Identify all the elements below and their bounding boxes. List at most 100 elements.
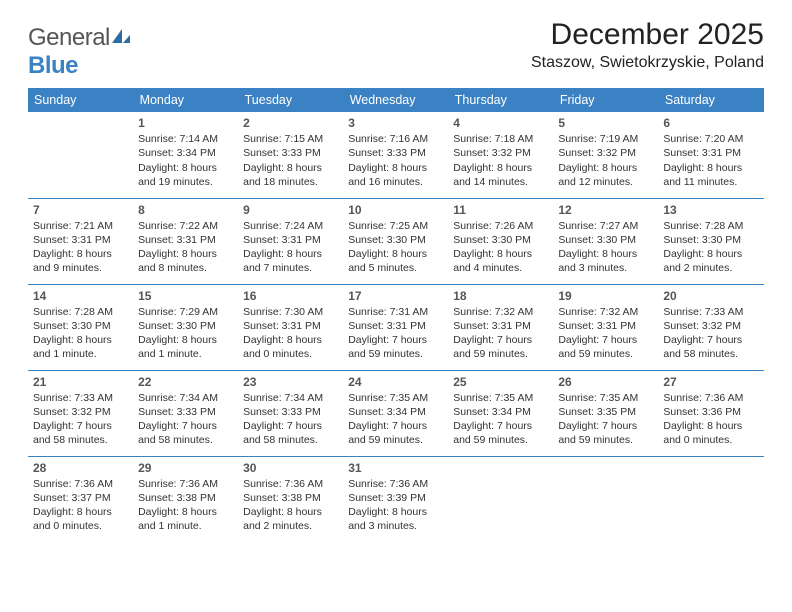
dl2-text: and 1 minute. — [138, 347, 233, 361]
sunrise-text: Sunrise: 7:27 AM — [558, 219, 653, 233]
day-cell: 20Sunrise: 7:33 AMSunset: 3:32 PMDayligh… — [658, 284, 763, 370]
day-cell: 14Sunrise: 7:28 AMSunset: 3:30 PMDayligh… — [28, 284, 133, 370]
dl1-text: Daylight: 7 hours — [558, 333, 653, 347]
day-number: 5 — [558, 115, 653, 131]
sunset-text: Sunset: 3:31 PM — [138, 233, 233, 247]
dl1-text: Daylight: 7 hours — [348, 419, 443, 433]
day-number: 10 — [348, 202, 443, 218]
day-number: 27 — [663, 374, 758, 390]
day-number: 17 — [348, 288, 443, 304]
sunrise-text: Sunrise: 7:28 AM — [663, 219, 758, 233]
dl1-text: Daylight: 7 hours — [243, 419, 338, 433]
day-number: 12 — [558, 202, 653, 218]
dl2-text: and 58 minutes. — [243, 433, 338, 447]
day-number: 11 — [453, 202, 548, 218]
day-cell: 19Sunrise: 7:32 AMSunset: 3:31 PMDayligh… — [553, 284, 658, 370]
dl2-text: and 14 minutes. — [453, 175, 548, 189]
col-mon: Monday — [133, 88, 238, 112]
sunset-text: Sunset: 3:33 PM — [348, 146, 443, 160]
dl1-text: Daylight: 8 hours — [243, 161, 338, 175]
day-number: 29 — [138, 460, 233, 476]
dl2-text: and 0 minutes. — [663, 433, 758, 447]
dl1-text: Daylight: 8 hours — [558, 161, 653, 175]
sunset-text: Sunset: 3:34 PM — [348, 405, 443, 419]
day-number: 18 — [453, 288, 548, 304]
day-cell: 23Sunrise: 7:34 AMSunset: 3:33 PMDayligh… — [238, 370, 343, 456]
logo-word-1: General — [28, 24, 110, 51]
header: General Blue December 2025 Staszow, Swie… — [28, 18, 764, 80]
sunset-text: Sunset: 3:39 PM — [348, 491, 443, 505]
week-row: 1Sunrise: 7:14 AMSunset: 3:34 PMDaylight… — [28, 112, 764, 198]
sunset-text: Sunset: 3:32 PM — [33, 405, 128, 419]
day-cell: 7Sunrise: 7:21 AMSunset: 3:31 PMDaylight… — [28, 198, 133, 284]
day-cell: 29Sunrise: 7:36 AMSunset: 3:38 PMDayligh… — [133, 456, 238, 542]
dl2-text: and 2 minutes. — [243, 519, 338, 533]
day-cell: 6Sunrise: 7:20 AMSunset: 3:31 PMDaylight… — [658, 112, 763, 198]
day-cell: 30Sunrise: 7:36 AMSunset: 3:38 PMDayligh… — [238, 456, 343, 542]
dl1-text: Daylight: 8 hours — [663, 247, 758, 261]
sunset-text: Sunset: 3:38 PM — [243, 491, 338, 505]
col-thu: Thursday — [448, 88, 553, 112]
sunset-text: Sunset: 3:31 PM — [558, 319, 653, 333]
dl2-text: and 59 minutes. — [348, 433, 443, 447]
sunrise-text: Sunrise: 7:33 AM — [663, 305, 758, 319]
sunrise-text: Sunrise: 7:33 AM — [33, 391, 128, 405]
sunset-text: Sunset: 3:33 PM — [138, 405, 233, 419]
sunset-text: Sunset: 3:31 PM — [663, 146, 758, 160]
sunrise-text: Sunrise: 7:35 AM — [348, 391, 443, 405]
dl2-text: and 0 minutes. — [33, 519, 128, 533]
dl1-text: Daylight: 7 hours — [453, 333, 548, 347]
sunrise-text: Sunrise: 7:36 AM — [33, 477, 128, 491]
dl1-text: Daylight: 8 hours — [453, 247, 548, 261]
dl2-text: and 3 minutes. — [558, 261, 653, 275]
day-number: 8 — [138, 202, 233, 218]
sunrise-text: Sunrise: 7:32 AM — [558, 305, 653, 319]
sunset-text: Sunset: 3:30 PM — [453, 233, 548, 247]
dl2-text: and 16 minutes. — [348, 175, 443, 189]
day-cell: 25Sunrise: 7:35 AMSunset: 3:34 PMDayligh… — [448, 370, 553, 456]
sunrise-text: Sunrise: 7:22 AM — [138, 219, 233, 233]
sunset-text: Sunset: 3:32 PM — [558, 146, 653, 160]
sunset-text: Sunset: 3:31 PM — [33, 233, 128, 247]
dl1-text: Daylight: 8 hours — [558, 247, 653, 261]
logo: General Blue — [28, 18, 132, 80]
day-cell: 3Sunrise: 7:16 AMSunset: 3:33 PMDaylight… — [343, 112, 448, 198]
dl2-text: and 9 minutes. — [33, 261, 128, 275]
sunset-text: Sunset: 3:30 PM — [138, 319, 233, 333]
day-cell: 27Sunrise: 7:36 AMSunset: 3:36 PMDayligh… — [658, 370, 763, 456]
day-number: 2 — [243, 115, 338, 131]
dl1-text: Daylight: 8 hours — [33, 247, 128, 261]
day-cell: 24Sunrise: 7:35 AMSunset: 3:34 PMDayligh… — [343, 370, 448, 456]
dl2-text: and 4 minutes. — [453, 261, 548, 275]
sunset-text: Sunset: 3:33 PM — [243, 405, 338, 419]
day-number: 3 — [348, 115, 443, 131]
dl2-text: and 58 minutes. — [138, 433, 233, 447]
dl2-text: and 59 minutes. — [558, 347, 653, 361]
dl2-text: and 12 minutes. — [558, 175, 653, 189]
week-row: 7Sunrise: 7:21 AMSunset: 3:31 PMDaylight… — [28, 198, 764, 284]
dl2-text: and 18 minutes. — [243, 175, 338, 189]
day-number: 26 — [558, 374, 653, 390]
day-cell: 10Sunrise: 7:25 AMSunset: 3:30 PMDayligh… — [343, 198, 448, 284]
sunrise-text: Sunrise: 7:34 AM — [138, 391, 233, 405]
day-number: 9 — [243, 202, 338, 218]
sunrise-text: Sunrise: 7:24 AM — [243, 219, 338, 233]
day-number: 25 — [453, 374, 548, 390]
dl2-text: and 19 minutes. — [138, 175, 233, 189]
dl1-text: Daylight: 7 hours — [138, 419, 233, 433]
day-cell: 8Sunrise: 7:22 AMSunset: 3:31 PMDaylight… — [133, 198, 238, 284]
dl2-text: and 0 minutes. — [243, 347, 338, 361]
sunset-text: Sunset: 3:37 PM — [33, 491, 128, 505]
sunrise-text: Sunrise: 7:29 AM — [138, 305, 233, 319]
dl1-text: Daylight: 8 hours — [243, 505, 338, 519]
dl2-text: and 59 minutes. — [558, 433, 653, 447]
day-number: 13 — [663, 202, 758, 218]
sunrise-text: Sunrise: 7:36 AM — [243, 477, 338, 491]
sunset-text: Sunset: 3:33 PM — [243, 146, 338, 160]
sunset-text: Sunset: 3:30 PM — [348, 233, 443, 247]
sunrise-text: Sunrise: 7:34 AM — [243, 391, 338, 405]
sunrise-text: Sunrise: 7:25 AM — [348, 219, 443, 233]
dl2-text: and 7 minutes. — [243, 261, 338, 275]
day-cell: 21Sunrise: 7:33 AMSunset: 3:32 PMDayligh… — [28, 370, 133, 456]
dl2-text: and 11 minutes. — [663, 175, 758, 189]
